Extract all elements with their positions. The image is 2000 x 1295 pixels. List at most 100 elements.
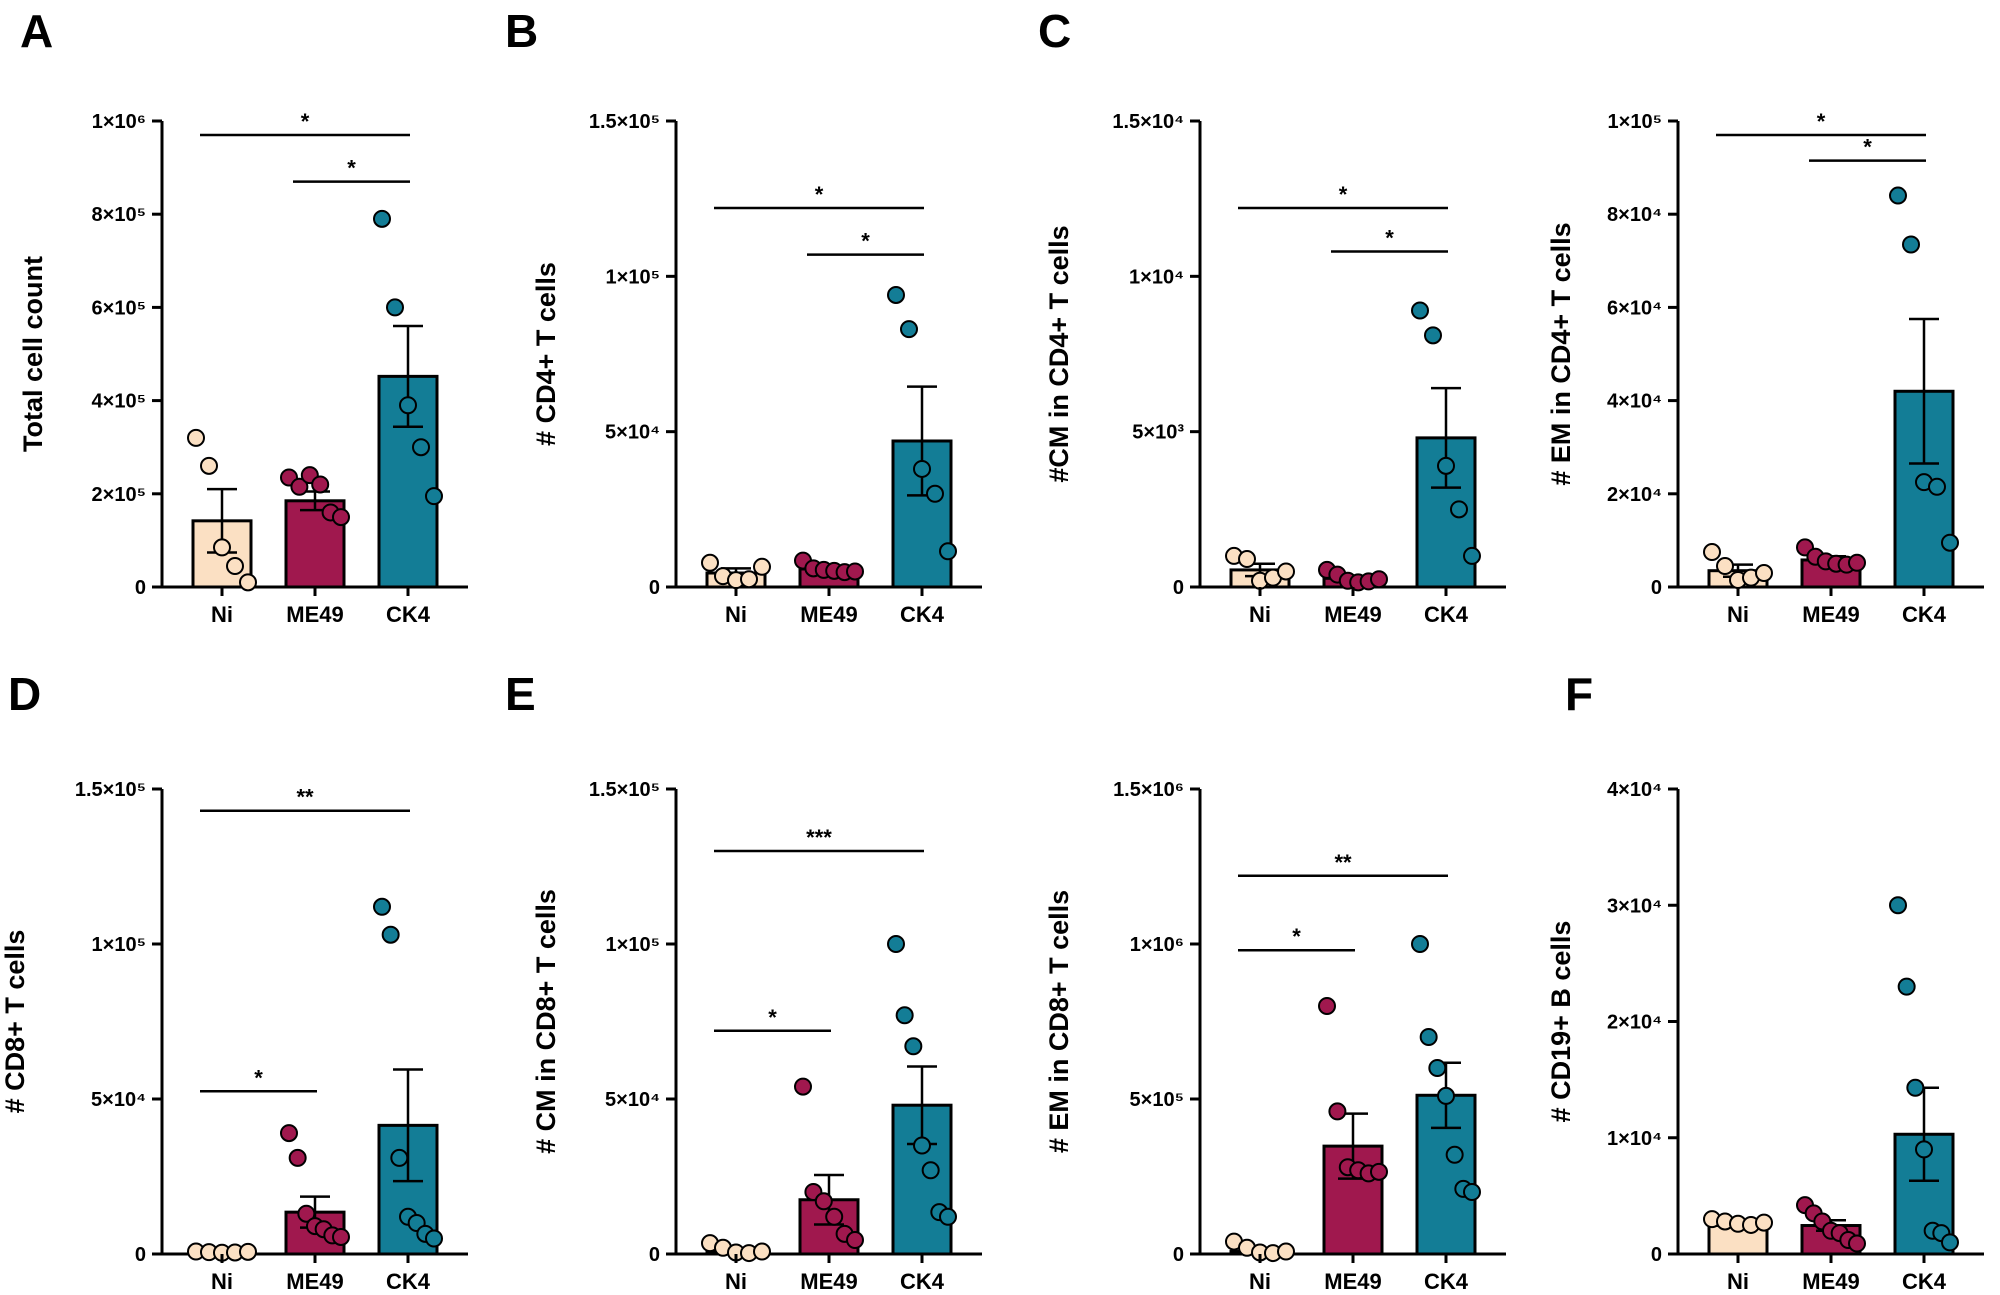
x-tick-label: ME49 [800, 602, 857, 627]
y-tick-label: 5×10⁵ [1130, 1089, 1184, 1111]
panel-letter-c: C [1038, 5, 1072, 57]
y-axis-label: Total cell count [18, 256, 48, 452]
data-point-ck4 [373, 897, 391, 916]
x-tick-label: Ni [211, 602, 233, 627]
data-point-ck4 [381, 925, 400, 944]
x-tick-label: CK4 [900, 602, 945, 627]
data-point-me49 [846, 1231, 864, 1250]
y-tick-label: 6×10⁴ [1607, 297, 1662, 319]
x-tick-label: CK4 [1902, 602, 1947, 627]
data-point-ck4 [412, 438, 430, 457]
data-point-ck4 [1897, 977, 1916, 996]
significance-label: ** [1334, 850, 1352, 875]
y-tick-label: 1.5×10⁵ [75, 779, 146, 801]
data-point-me49 [332, 1227, 350, 1246]
data-point-ck4 [1445, 1145, 1464, 1164]
data-point-ck4 [904, 1037, 923, 1056]
data-point-ni [1716, 557, 1734, 576]
y-tick-label: 5×10⁴ [605, 1089, 660, 1111]
data-point-ck4 [1928, 477, 1946, 496]
data-point-ck4 [1463, 1183, 1481, 1201]
y-axis-label: # EM in CD4+ T cells [1546, 222, 1576, 485]
data-point-ck4 [425, 1229, 443, 1248]
y-tick-label: 0 [1173, 577, 1184, 599]
data-point-me49 [1328, 1102, 1347, 1121]
data-point-ni [753, 1242, 771, 1261]
y-tick-label: 6×10⁵ [92, 297, 146, 319]
y-tick-label: 0 [1651, 577, 1662, 599]
data-point-ck4 [390, 1148, 409, 1167]
significance-label: * [1292, 924, 1301, 949]
y-tick-label: 0 [1651, 1244, 1662, 1266]
data-point-ni [701, 553, 719, 572]
data-point-me49 [311, 475, 330, 494]
significance-label: ** [296, 785, 314, 810]
data-point-me49 [794, 1077, 812, 1096]
y-tick-label: 2×10⁴ [1607, 1012, 1662, 1034]
data-point-ni [1703, 543, 1721, 562]
chart-panel-3: 0 5×10³ 1×10⁴ 1.5×10⁴ #CM in CD4+ T cells Ni M… [1044, 111, 1506, 627]
x-tick-label: ME49 [800, 1269, 857, 1294]
data-point-ni [753, 557, 771, 576]
data-point-me49 [280, 1124, 298, 1143]
panel-letter-d: D [8, 668, 42, 720]
y-axis-label: # CM in CD8+ T cells [531, 889, 561, 1154]
x-tick-label: ME49 [1324, 602, 1381, 627]
y-tick-label: 1×10⁴ [1129, 266, 1184, 288]
chart-panel-8: 0 1×10⁴ 2×10⁴ 3×10⁴ 4×10⁴ # CD19+ B cells Ni ME… [1546, 779, 1984, 1294]
y-tick-label: 0 [1173, 1244, 1184, 1266]
y-tick-label: 0 [649, 577, 660, 599]
significance-label: * [1339, 182, 1348, 207]
data-point-ck4 [1437, 456, 1455, 475]
data-point-ni [239, 573, 257, 592]
data-point-ni [239, 1242, 257, 1261]
data-point-ck4 [399, 396, 417, 415]
y-tick-label: 4×10⁵ [92, 391, 146, 413]
data-point-ck4 [425, 487, 443, 506]
y-tick-label: 2×10⁵ [92, 484, 146, 506]
data-point-ck4 [1889, 186, 1907, 205]
data-point-ni [1277, 1242, 1295, 1261]
x-tick-label: Ni [725, 602, 747, 627]
x-tick-label: CK4 [386, 602, 431, 627]
significance-label: * [768, 1005, 777, 1030]
data-point-me49 [846, 562, 864, 581]
x-tick-label: CK4 [1902, 1269, 1947, 1294]
y-tick-label: 5×10⁴ [91, 1089, 146, 1111]
data-point-ni [200, 456, 218, 475]
significance-label: * [1385, 225, 1394, 250]
chart-panel-1: 0 2×10⁵ 4×10⁵ 6×10⁵ 8×10⁵ 1×10⁶ Total cell cou… [18, 109, 468, 627]
y-tick-label: 8×10⁵ [92, 204, 146, 226]
x-tick-label: ME49 [1802, 1269, 1859, 1294]
x-tick-label: Ni [725, 1269, 747, 1294]
data-point-ni [1755, 564, 1773, 583]
y-axis-label: # CD19+ B cells [1546, 921, 1576, 1123]
data-point-ck4 [1941, 533, 1959, 552]
significance-label: * [1863, 135, 1872, 160]
data-point-ck4 [1437, 1086, 1455, 1105]
data-point-me49 [825, 1207, 844, 1226]
x-tick-label: ME49 [286, 602, 343, 627]
data-point-ck4 [921, 1161, 940, 1180]
significance-label: * [347, 156, 356, 181]
y-tick-label: 1×10⁵ [1608, 111, 1662, 133]
y-tick-label: 1.5×10⁵ [589, 779, 660, 801]
data-point-me49 [1848, 553, 1866, 572]
significance-label: *** [806, 825, 832, 850]
data-point-ni [740, 570, 758, 589]
data-point-ck4 [1463, 546, 1481, 565]
data-point-ck4 [373, 209, 391, 228]
data-point-ck4 [1419, 1028, 1438, 1046]
data-point-ck4 [1411, 301, 1429, 320]
data-point-ck4 [939, 1207, 957, 1226]
data-point-ni [226, 557, 244, 576]
x-tick-label: ME49 [286, 1269, 343, 1294]
x-tick-label: Ni [1249, 602, 1271, 627]
y-tick-label: 8×10⁴ [1607, 204, 1662, 226]
data-point-ck4 [1450, 500, 1468, 519]
y-tick-label: 1×10⁵ [606, 934, 660, 956]
data-point-me49 [1370, 570, 1388, 589]
y-tick-label: 1×10⁴ [1607, 1128, 1662, 1150]
y-tick-label: 0 [649, 1244, 660, 1266]
